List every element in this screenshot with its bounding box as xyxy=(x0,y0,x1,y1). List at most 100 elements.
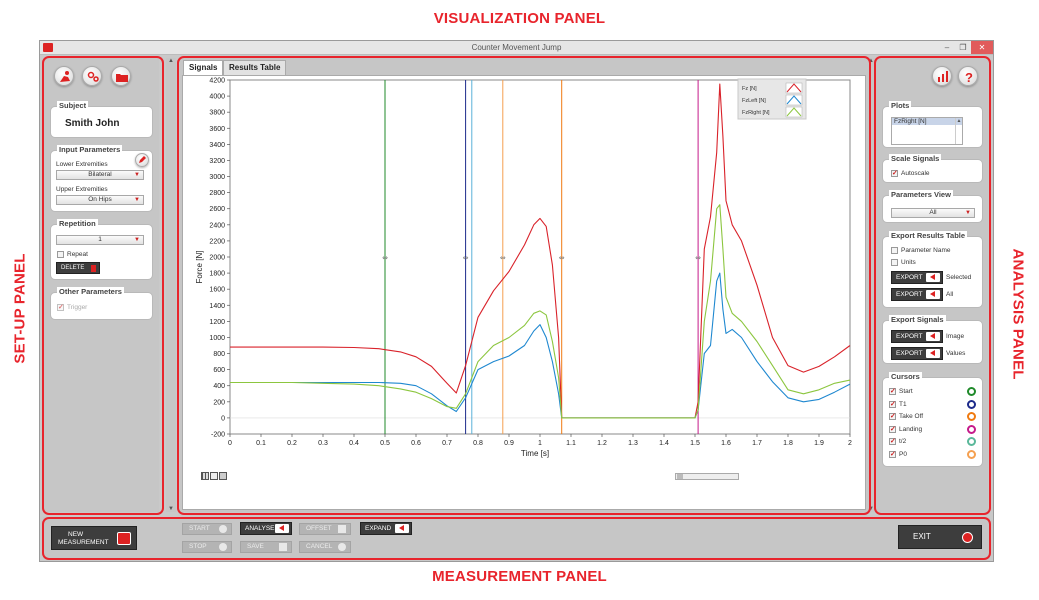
tab-results-table[interactable]: Results Table xyxy=(223,60,287,75)
cursor-handle[interactable]: ⇔ xyxy=(500,254,506,262)
cursor-checkbox[interactable] xyxy=(889,450,896,458)
x-tick-label: 1.2 xyxy=(597,440,607,447)
minimize-icon[interactable]: – xyxy=(944,43,950,52)
dropdown-arrow-icon: ▼ xyxy=(134,197,140,203)
y-tick-label: 3400 xyxy=(209,142,225,149)
cursor-color-icon[interactable] xyxy=(967,424,976,434)
open-folder-button[interactable] xyxy=(111,66,131,86)
scroll-up-icon[interactable]: ▲ xyxy=(168,58,174,64)
cursor-handle[interactable]: ⇔ xyxy=(463,254,469,262)
help-icon: ? xyxy=(965,70,973,84)
athlete-button[interactable] xyxy=(54,66,74,86)
scroll-thumb[interactable] xyxy=(677,474,683,479)
trigger-checkbox[interactable] xyxy=(57,303,64,311)
scale-signals-title: Scale Signals xyxy=(889,154,942,163)
cursor-checkbox[interactable] xyxy=(889,437,896,445)
cursor-label: Take Off xyxy=(899,413,924,420)
scroll-down-icon[interactable]: ▼ xyxy=(868,506,874,512)
list-scroll[interactable]: ▲ xyxy=(955,118,962,144)
expand-button[interactable]: EXPAND xyxy=(360,522,412,535)
upper-extremities-select[interactable]: On Hips ▼ xyxy=(56,195,144,205)
x-tick-label: 1.4 xyxy=(659,440,669,447)
app-window: Counter Movement Jump – ❐ ✕ Subje xyxy=(39,40,994,562)
title-bar: Counter Movement Jump – ❐ ✕ xyxy=(40,41,993,55)
plots-list-item[interactable]: FzRight [N] xyxy=(892,118,962,125)
export-selected-button[interactable]: EXPORT xyxy=(891,271,943,284)
new-measurement-button[interactable]: NEW MEASUREMENT xyxy=(51,526,137,550)
export-arrow-icon xyxy=(926,349,940,358)
close-icon[interactable]: ✕ xyxy=(971,41,993,54)
cursor-handle[interactable]: ⇔ xyxy=(559,254,565,262)
cursor-label: t/2 xyxy=(899,438,907,445)
lower-extremities-label: Lower Extremities xyxy=(56,161,108,168)
export-values-button[interactable]: EXPORT xyxy=(891,347,943,360)
series-line xyxy=(230,272,851,419)
restore-icon[interactable]: ❐ xyxy=(959,43,967,52)
scroll-up-icon[interactable]: ▲ xyxy=(868,58,874,64)
measurement-panel-label: MEASUREMENT PANEL xyxy=(432,568,607,585)
setup-scrollbar[interactable]: ▲ ▼ xyxy=(166,58,176,512)
cursor-color-icon[interactable] xyxy=(967,412,976,421)
grid-tool-icon[interactable] xyxy=(201,472,209,480)
lower-extremities-select[interactable]: Bilateral ▼ xyxy=(56,170,144,180)
all-label: All xyxy=(946,291,954,298)
units-checkbox[interactable] xyxy=(891,259,898,266)
cursor-checkbox[interactable] xyxy=(889,400,896,408)
analysis-scrollbar[interactable]: ▲ ▼ xyxy=(866,58,876,512)
x-tick-label: 0.2 xyxy=(287,440,297,447)
delete-button[interactable]: DELETE xyxy=(56,262,100,274)
save-button[interactable]: SAVE xyxy=(240,541,292,553)
cancel-button[interactable]: CANCEL xyxy=(299,541,351,553)
x-tick-label: 2 xyxy=(848,440,852,447)
athlete-icon xyxy=(60,71,70,82)
export-image-button[interactable]: EXPORT xyxy=(891,330,943,343)
parameter-name-checkbox[interactable] xyxy=(891,247,898,254)
legend-swatch-icon xyxy=(786,95,802,105)
cursor-color-icon[interactable] xyxy=(967,449,976,459)
export-all-label: EXPORT xyxy=(896,291,923,298)
export-signals-group: Export Signals EXPORT Image EXPORT Value… xyxy=(882,315,983,364)
export-arrow-icon xyxy=(926,273,940,282)
exit-button[interactable]: EXIT xyxy=(898,525,982,549)
autoscale-checkbox[interactable] xyxy=(891,169,898,177)
export-arrow-icon xyxy=(926,290,940,299)
x-tick-label: 0.5 xyxy=(380,440,390,447)
settings-button[interactable] xyxy=(82,66,102,86)
parameters-view-select[interactable]: All ▼ xyxy=(891,208,975,218)
subject-group: Subject Smith John xyxy=(50,101,153,138)
zoom-tool-icon[interactable] xyxy=(210,472,218,480)
window-title: Counter Movement Jump xyxy=(471,43,562,52)
export-all-button[interactable]: EXPORT xyxy=(891,288,943,301)
cursor-checkbox[interactable] xyxy=(889,387,896,395)
selected-label: Selected xyxy=(946,274,972,281)
pan-tool-icon[interactable] xyxy=(219,472,227,480)
statistics-button[interactable] xyxy=(932,66,952,86)
cursor-color-icon[interactable] xyxy=(967,399,976,409)
plots-listbox[interactable]: FzRight [N] ▲ xyxy=(891,117,963,145)
cursor-handle[interactable]: ⇔ xyxy=(382,254,388,262)
dropdown-arrow-icon: ▼ xyxy=(965,210,971,216)
offset-button[interactable]: OFFSET xyxy=(299,523,351,535)
cursor-checkbox[interactable] xyxy=(889,412,896,420)
cancel-label: CANCEL xyxy=(306,543,333,550)
help-button[interactable]: ? xyxy=(958,66,978,86)
legend-swatch-box xyxy=(785,82,803,94)
cursor-color-icon[interactable] xyxy=(967,387,976,396)
input-param-button[interactable] xyxy=(135,153,149,167)
cursor-color-icon[interactable] xyxy=(967,437,976,446)
start-button[interactable]: START xyxy=(182,523,232,535)
cursor-checkbox[interactable] xyxy=(889,425,896,433)
cursor-handle[interactable]: ⇔ xyxy=(695,254,701,262)
stop-button[interactable]: STOP xyxy=(182,541,232,553)
analysis-panel-outline xyxy=(874,56,991,515)
scroll-down-icon[interactable]: ▼ xyxy=(168,506,174,512)
x-tick-label: 1 xyxy=(538,440,542,447)
analyse-button[interactable]: ANALYSE xyxy=(240,522,292,535)
subject-title: Subject xyxy=(57,101,89,110)
save-icon xyxy=(279,543,287,551)
repetition-select[interactable]: 1 ▼ xyxy=(56,235,144,245)
repeat-checkbox[interactable] xyxy=(57,251,64,258)
tab-signals[interactable]: Signals xyxy=(183,60,224,75)
horizontal-scrollbar[interactable] xyxy=(675,473,739,480)
y-tick-label: 1000 xyxy=(209,335,225,342)
